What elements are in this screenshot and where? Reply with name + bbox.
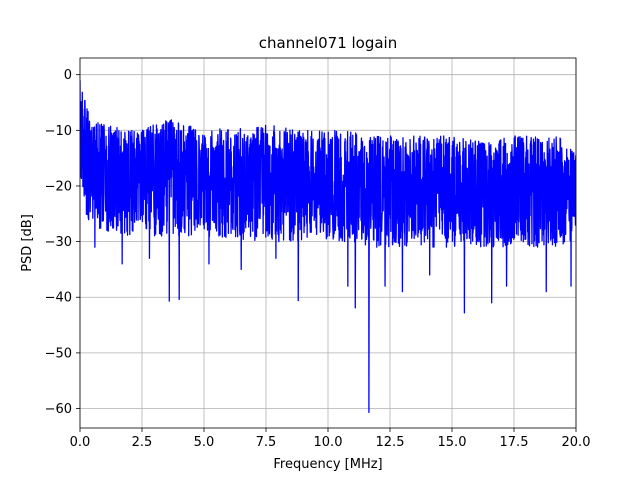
y-tick-label: 0	[64, 68, 72, 83]
x-tick-label: 0.0	[70, 435, 91, 450]
y-tick-label: −50	[45, 346, 72, 361]
y-tick-label: −60	[45, 402, 72, 417]
x-tick-label: 10.0	[314, 435, 343, 450]
x-tick-label: 15.0	[438, 435, 467, 450]
x-tick-label: 17.5	[500, 435, 529, 450]
series-layer	[80, 80, 576, 414]
chart-title: channel071 logain	[259, 34, 398, 52]
y-axis-ticks: 0 −10 −20 −30 −40 −50 −60	[45, 68, 80, 417]
x-tick-label: 2.5	[132, 435, 153, 450]
x-tick-label: 20.0	[562, 435, 591, 450]
x-tick-label: 7.5	[256, 435, 277, 450]
x-tick-label: 12.5	[376, 435, 405, 450]
y-tick-label: −10	[45, 124, 72, 139]
psd-series-line	[80, 80, 576, 414]
x-axis-label: Frequency [MHz]	[273, 457, 382, 472]
y-tick-label: −40	[45, 291, 72, 306]
y-axis-label: PSD [dB]	[20, 214, 35, 272]
y-tick-label: −30	[45, 235, 72, 250]
x-axis-ticks: 0.0 2.5 5.0 7.5 10.0 12.5 15.0 17.5 20.0	[70, 428, 591, 450]
x-tick-label: 5.0	[194, 435, 215, 450]
y-tick-label: −20	[45, 179, 72, 194]
